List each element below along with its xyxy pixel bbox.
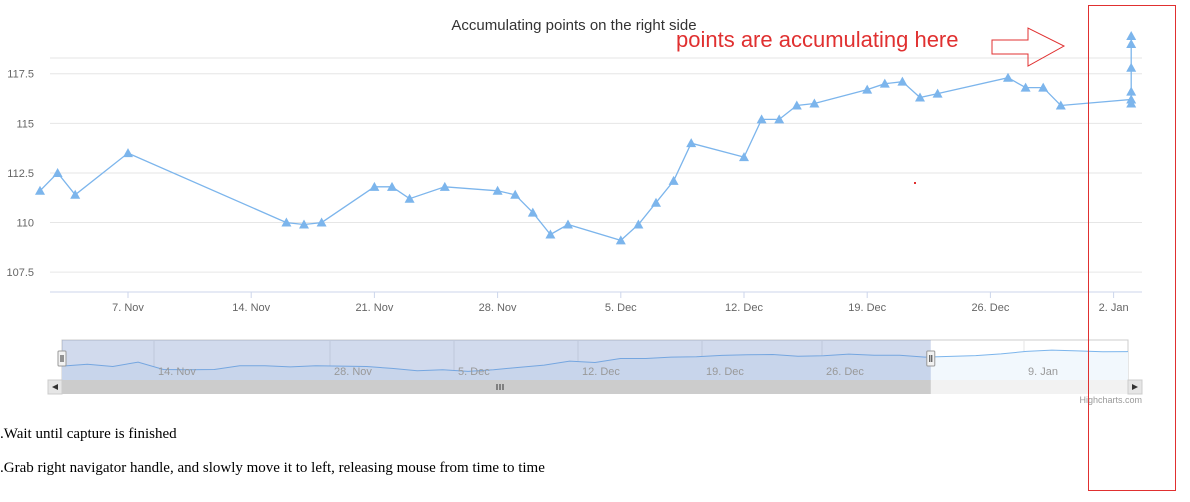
scroll-left-arrow-icon <box>52 384 58 390</box>
data-point-marker[interactable] <box>1003 72 1013 82</box>
data-point-marker[interactable] <box>668 175 679 185</box>
data-point-marker[interactable] <box>1055 100 1066 110</box>
data-point-marker[interactable] <box>686 138 697 148</box>
data-point-marker[interactable] <box>52 167 63 177</box>
data-point-marker[interactable] <box>615 235 626 245</box>
navigator[interactable]: 14. Nov 28. Nov 5. Dec 12. Dec 19. Dec 26. De… <box>57 339 1129 381</box>
annotation-text: points are accumulating here <box>676 27 959 52</box>
navigator-tick-label: 14. Nov <box>158 366 196 378</box>
data-point-marker[interactable] <box>1126 98 1137 108</box>
data-point-marker[interactable] <box>1126 86 1137 96</box>
data-point-marker[interactable] <box>915 92 925 102</box>
navigator-tick-label: 19. Dec <box>706 366 744 378</box>
data-point-marker[interactable] <box>492 185 503 195</box>
instruction-step-1: .Wait until capture is finished <box>0 426 177 442</box>
data-point-marker[interactable] <box>1038 82 1049 92</box>
navigator-labels: 14. Nov 28. Nov 5. Dec 12. Dec 19. Dec 26. De… <box>158 366 1058 378</box>
credits-link[interactable]: Highcharts.com <box>1079 395 1142 405</box>
data-point-marker[interactable] <box>387 181 397 191</box>
data-point-marker[interactable] <box>316 217 327 227</box>
scrollbar-grip-icon <box>496 384 504 390</box>
data-point-marker[interactable] <box>879 78 890 88</box>
x-tick-label: 7. Nov <box>112 302 144 314</box>
data-point-marker[interactable] <box>633 219 644 229</box>
data-point-marker[interactable] <box>739 152 749 162</box>
navigator-tick-label: 26. Dec <box>826 366 864 378</box>
data-point-marker[interactable] <box>932 88 943 98</box>
x-tick-label: 19. Dec <box>848 302 886 314</box>
annotation-dot <box>914 182 916 184</box>
data-point-marker[interactable] <box>369 181 380 191</box>
annotation-highlight-box <box>1088 5 1176 491</box>
series-line-group <box>39 36 1132 242</box>
x-axis-labels: 7. Nov 14. Nov 21. Nov 28. Nov 5. Dec 12. Dec… <box>112 292 1129 314</box>
x-tick-label: 21. Nov <box>355 302 393 314</box>
navigator-selected-range[interactable] <box>62 340 931 380</box>
data-point-marker[interactable] <box>299 219 309 229</box>
navigator-tick-label: 9. Jan <box>1028 366 1058 378</box>
data-point-marker[interactable] <box>1126 38 1137 48</box>
data-point-marker[interactable] <box>527 207 538 217</box>
y-axis-labels: 107.5 110 112.5 115 117.5 <box>6 69 34 279</box>
data-point-marker[interactable] <box>651 197 661 207</box>
x-tick-label: 14. Nov <box>232 302 270 314</box>
scrollbar[interactable] <box>47 379 1143 395</box>
data-point-marker[interactable] <box>70 189 81 199</box>
data-point-marker[interactable] <box>774 114 785 124</box>
data-point-marker[interactable] <box>404 193 415 203</box>
navigator-series-area <box>62 350 1128 380</box>
data-point-marker[interactable] <box>862 84 873 94</box>
annotation-arrow-icon <box>991 27 1066 67</box>
series-line <box>39 36 1132 242</box>
data-point-marker[interactable] <box>1126 31 1137 41</box>
data-point-marker[interactable] <box>756 114 767 124</box>
instruction-step-2: .Grab right navigator handle, and slowly… <box>0 460 545 476</box>
x-tick-label: 5. Dec <box>605 302 637 314</box>
data-point-marker[interactable] <box>439 181 450 191</box>
data-point-marker[interactable] <box>1126 62 1137 72</box>
data-point-marker[interactable] <box>510 189 521 199</box>
data-point-marker[interactable] <box>281 217 292 227</box>
x-tick-label: 2. Jan <box>1099 302 1129 314</box>
scrollbar-thumb[interactable] <box>62 380 931 394</box>
data-point-marker[interactable] <box>545 229 556 239</box>
y-tick-label: 107.5 <box>6 267 34 279</box>
data-point-marker[interactable] <box>35 185 45 195</box>
x-tick-label: 26. Dec <box>971 302 1009 314</box>
y-tick-label: 110 <box>16 218 34 230</box>
navigator-tick-label: 28. Nov <box>334 366 372 378</box>
y-tick-label: 115 <box>16 118 34 130</box>
navigator-left-handle[interactable] <box>57 350 67 367</box>
data-point-marker[interactable] <box>897 76 908 86</box>
data-point-marker[interactable] <box>123 148 133 158</box>
data-point-marker[interactable] <box>563 219 573 229</box>
y-tick-label: 112.5 <box>7 168 34 180</box>
x-tick-label: 28. Nov <box>479 302 517 314</box>
data-point-marker[interactable] <box>809 98 820 108</box>
scroll-right-arrow-icon <box>1132 384 1138 390</box>
data-point-marker[interactable] <box>1020 82 1031 92</box>
navigator-tick-label: 12. Dec <box>582 366 620 378</box>
chart-title: Accumulating points on the right side <box>451 17 696 34</box>
x-tick-label: 12. Dec <box>725 302 763 314</box>
series-markers <box>35 31 1137 245</box>
navigator-right-handle[interactable] <box>926 350 936 367</box>
y-tick-label: 117.5 <box>7 69 34 81</box>
navigator-tick-label: 5. Dec <box>458 366 490 378</box>
gridlines <box>50 57 1142 273</box>
navigator-series-line <box>61 349 1129 372</box>
data-point-marker[interactable] <box>791 100 802 110</box>
